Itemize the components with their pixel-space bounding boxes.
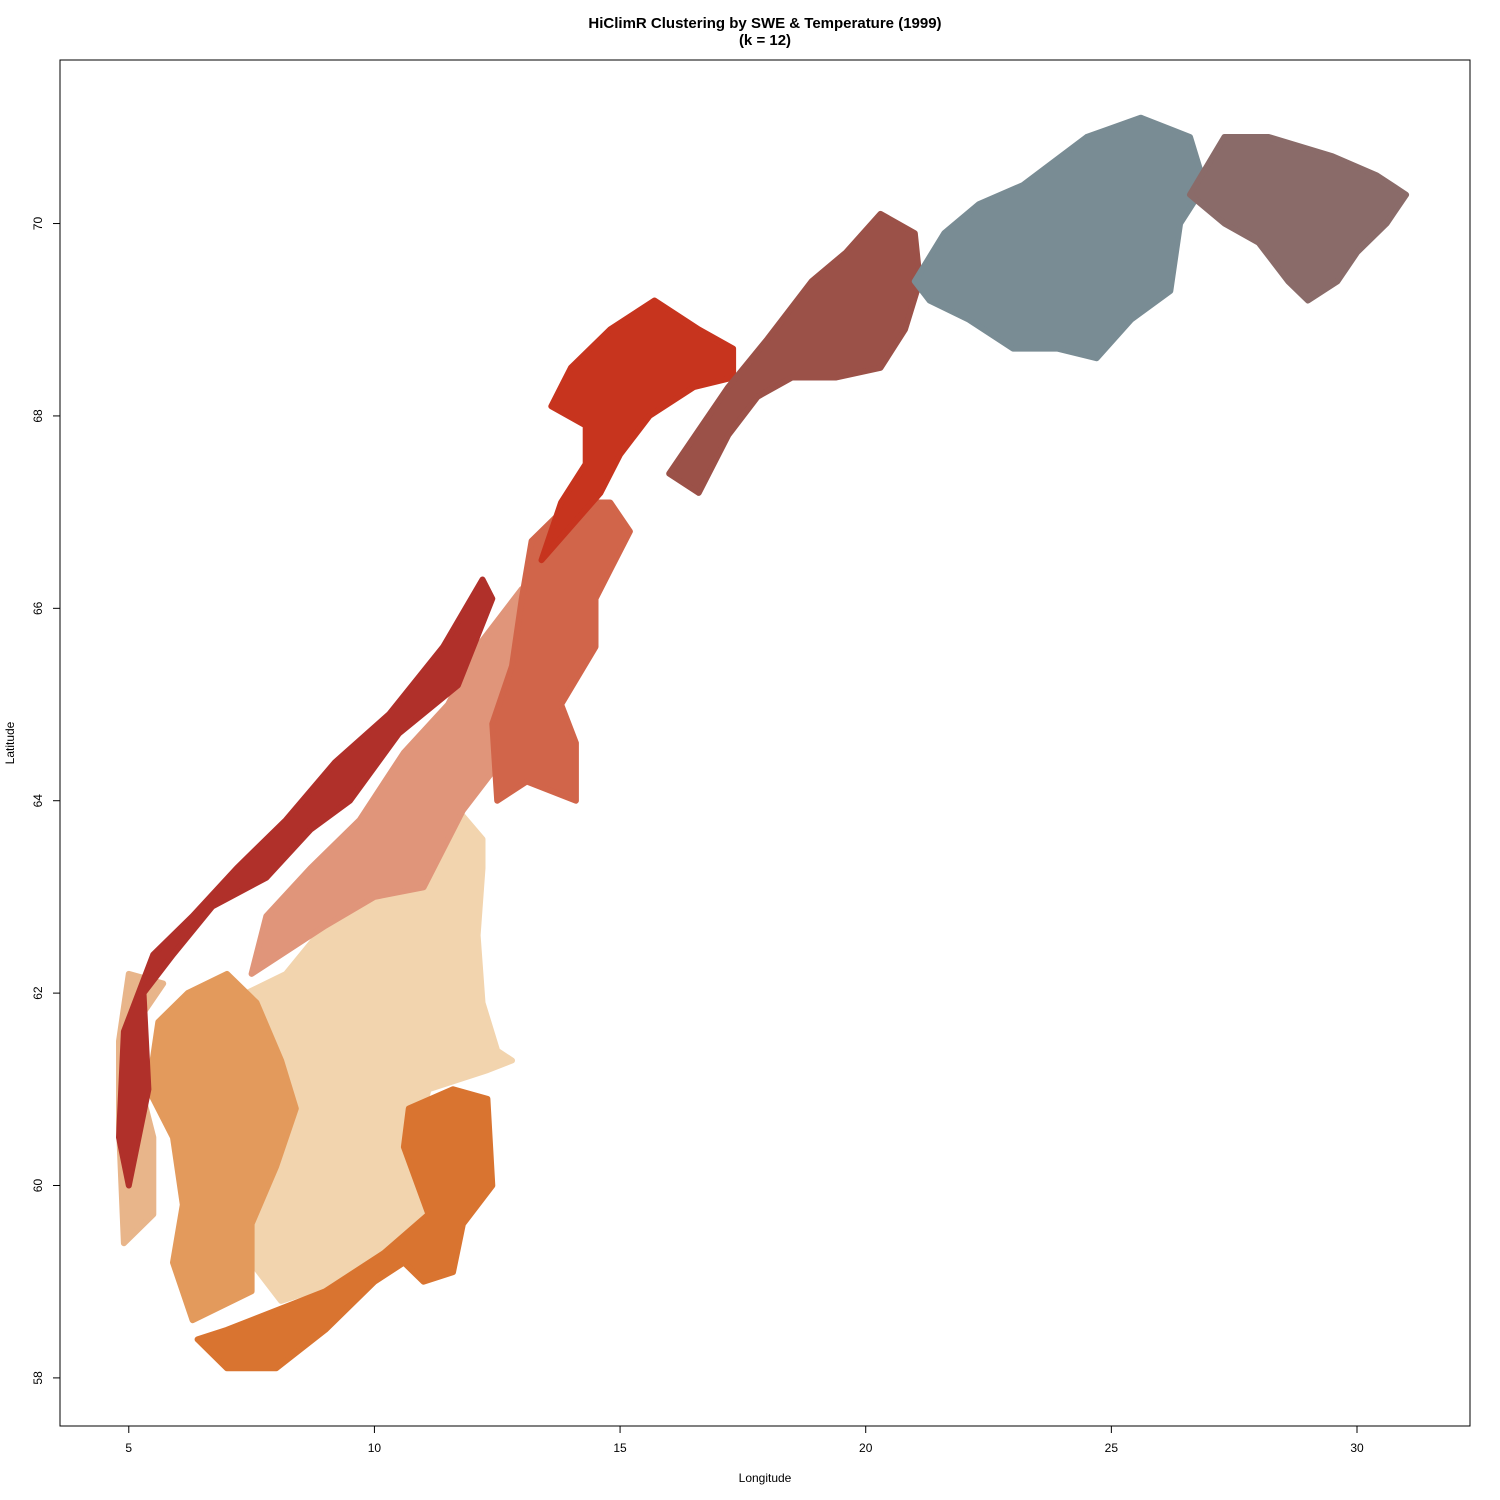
cluster-dark-red (116, 576, 496, 1189)
cluster-slate (911, 114, 1208, 362)
x-tick-label: 20 (859, 1441, 873, 1455)
y-axis: 58 60 62 64 66 68 70 (31, 217, 60, 1385)
x-axis: 5 10 15 20 25 30 (125, 1426, 1364, 1455)
chart-title-line2: (k = 12) (739, 32, 791, 49)
x-tick-label: 30 (1350, 1441, 1364, 1455)
cluster-red (538, 297, 737, 564)
x-tick-label: 10 (368, 1441, 382, 1455)
x-tick-label: 5 (125, 1441, 132, 1455)
y-tick-label: 70 (31, 217, 45, 231)
chart-title-line1: HiClimR Clustering by SWE & Temperature … (588, 15, 941, 32)
cluster-brown-red (666, 210, 923, 496)
x-tick-label: 25 (1105, 1441, 1119, 1455)
x-tick-label: 15 (613, 1441, 627, 1455)
y-tick-label: 60 (31, 1179, 45, 1193)
y-tick-label: 68 (31, 409, 45, 423)
cluster-map (116, 114, 1410, 1372)
cluster-deep-orange (194, 1086, 496, 1372)
x-axis-label: Longitude (739, 1471, 792, 1485)
cluster-terracotta (489, 499, 633, 804)
cluster-mauve (1187, 134, 1410, 304)
y-tick-label: 64 (31, 794, 45, 808)
y-tick-label: 58 (31, 1371, 45, 1385)
plot-frame (59, 59, 1471, 1427)
y-tick-label: 62 (31, 986, 45, 1000)
y-axis-label: Latitude (3, 721, 17, 764)
cluster-light-orange (145, 970, 299, 1324)
y-tick-label: 66 (31, 601, 45, 615)
